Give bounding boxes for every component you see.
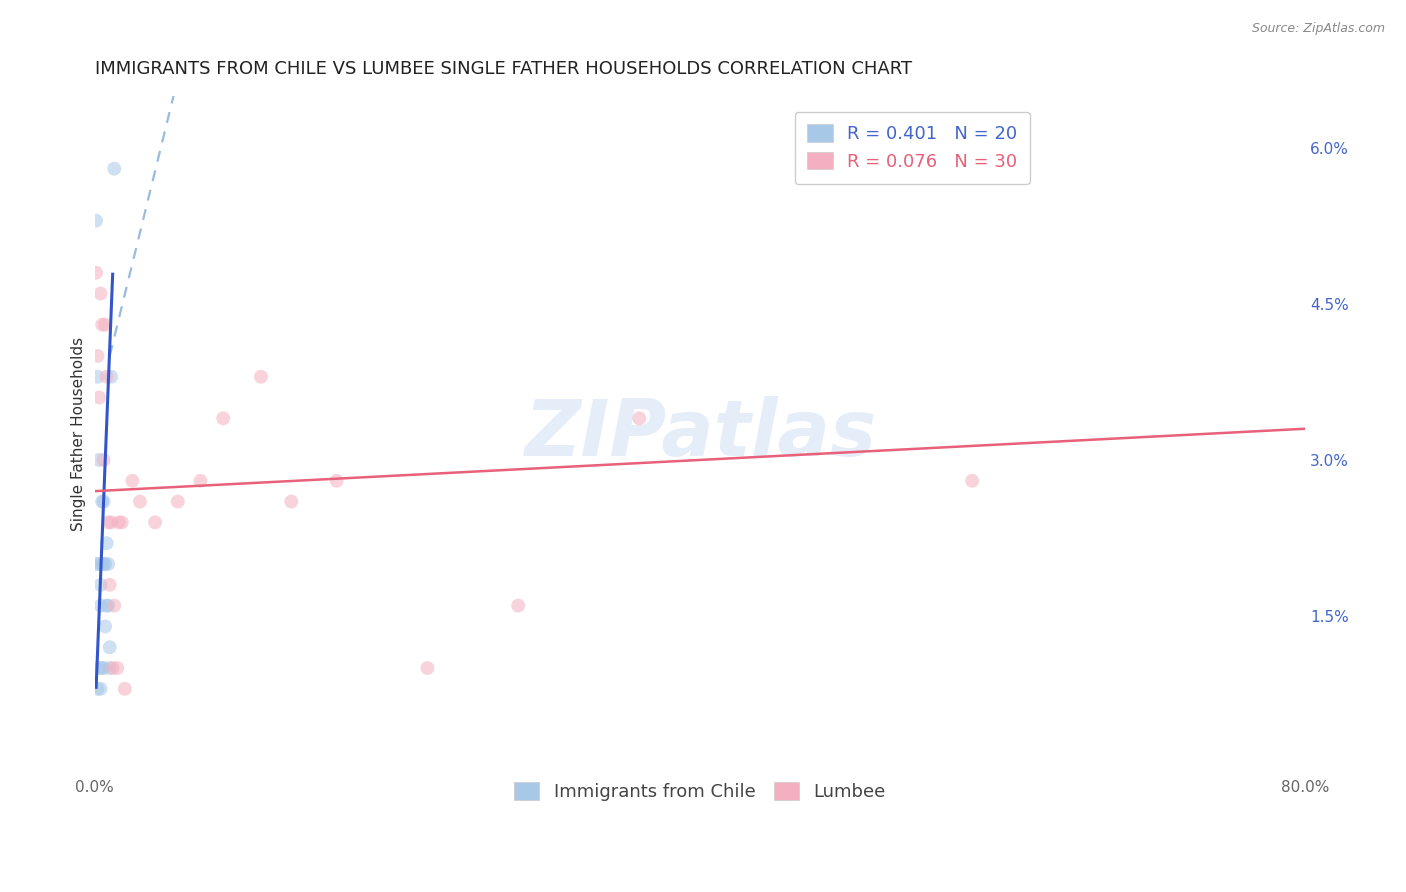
Point [143, 516, 166, 530]
Point [97, 516, 120, 530]
Point [111, 516, 134, 530]
Point [96, 536, 118, 550]
Point [121, 474, 143, 488]
Point [100, 516, 122, 530]
Point [166, 494, 188, 508]
Point [114, 681, 136, 696]
Point [93, 661, 115, 675]
Point [98, 640, 121, 655]
Point [508, 599, 530, 613]
Point [93, 557, 115, 571]
Point [129, 494, 152, 508]
Point [90, 286, 112, 301]
Text: Source: ZipAtlas.com: Source: ZipAtlas.com [1251, 22, 1385, 36]
Point [86, 681, 108, 696]
Text: ZIPatlas: ZIPatlas [523, 396, 876, 472]
Point [87, 557, 110, 571]
Point [87, 453, 110, 467]
Point [94, 557, 117, 571]
Point [91, 661, 114, 675]
Point [86, 349, 108, 363]
Point [94, 619, 117, 633]
Point [90, 681, 112, 696]
Point [84, 266, 107, 280]
Point [86, 369, 108, 384]
Point [103, 161, 125, 176]
Point [97, 599, 120, 613]
Point [960, 474, 983, 488]
Point [96, 599, 118, 613]
Point [98, 661, 121, 675]
Text: IMMIGRANTS FROM CHILE VS LUMBEE SINGLE FATHER HOUSEHOLDS CORRELATION CHART: IMMIGRANTS FROM CHILE VS LUMBEE SINGLE F… [94, 60, 911, 78]
Point [93, 453, 115, 467]
Point [98, 578, 121, 592]
Point [103, 599, 125, 613]
Point [190, 474, 212, 488]
Point [93, 494, 115, 508]
Point [628, 411, 651, 425]
Point [91, 318, 114, 332]
Point [87, 661, 110, 675]
Point [91, 557, 114, 571]
Point [94, 318, 117, 332]
Point [107, 516, 129, 530]
Point [212, 411, 235, 425]
Point [90, 578, 112, 592]
Point [250, 369, 273, 384]
Point [280, 494, 302, 508]
Point [416, 661, 439, 675]
Y-axis label: Single Father Households: Single Father Households [72, 337, 86, 531]
Point [96, 369, 118, 384]
Point [101, 661, 124, 675]
Point [91, 494, 114, 508]
Point [105, 661, 128, 675]
Point [87, 391, 110, 405]
Point [84, 213, 107, 227]
Point [100, 369, 122, 384]
Point [90, 599, 112, 613]
Point [325, 474, 347, 488]
Legend: Immigrants from Chile, Lumbee: Immigrants from Chile, Lumbee [502, 770, 898, 814]
Point [97, 557, 120, 571]
Point [84, 557, 107, 571]
